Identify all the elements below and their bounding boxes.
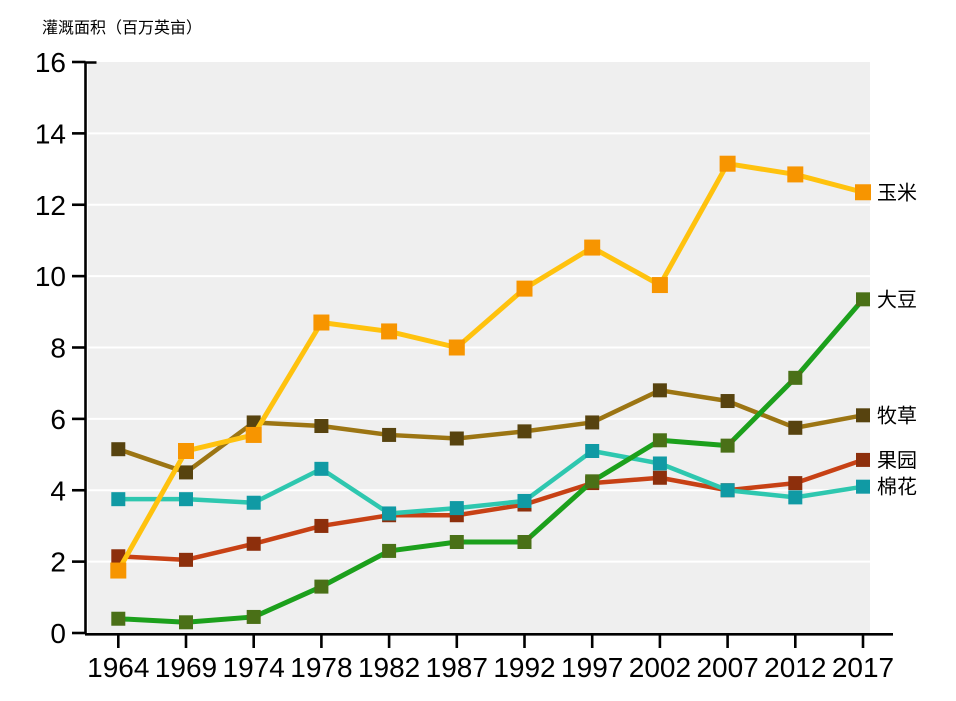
series-marker-orchard — [314, 518, 329, 533]
series-marker-soybean — [788, 370, 803, 385]
y-tick-label: 16 — [35, 47, 66, 78]
series-marker-orchard — [652, 470, 667, 485]
x-tick-label: 1969 — [155, 652, 217, 683]
series-marker-soybean — [111, 611, 126, 626]
series-marker-soybean — [585, 474, 600, 489]
series-marker-corn — [178, 442, 194, 459]
series-marker-soybean — [382, 543, 397, 558]
x-tick-label: 1992 — [493, 652, 555, 683]
series-marker-cotton — [720, 483, 735, 498]
series-label-orchard: 果园 — [877, 450, 917, 472]
series-marker-soybean — [314, 579, 329, 594]
series-marker-hay — [652, 383, 667, 398]
y-tick-label: 8 — [50, 333, 66, 364]
x-tick-label: 1978 — [290, 652, 352, 683]
y-tick-label: 6 — [50, 404, 66, 435]
series-marker-corn — [245, 426, 262, 443]
series-line-soybean — [115, 296, 866, 625]
series-marker-soybean — [720, 438, 735, 453]
series-marker-cotton — [652, 456, 667, 471]
series-marker-corn — [110, 562, 127, 579]
y-axis-title: 灌溉面积（百万英亩） — [42, 19, 202, 37]
series-marker-cotton — [517, 493, 532, 508]
series-line-orchard — [116, 457, 866, 563]
y-tick-label: 14 — [35, 118, 66, 149]
series-marker-corn — [516, 280, 533, 297]
series-marker-orchard — [179, 552, 193, 567]
series-marker-corn — [313, 314, 330, 331]
series-marker-soybean — [449, 534, 464, 549]
series-marker-corn — [787, 166, 804, 183]
series-marker-cotton — [449, 501, 464, 516]
y-tick-label: 10 — [35, 261, 66, 292]
y-tick-label: 0 — [50, 618, 66, 649]
series-marker-corn — [719, 155, 736, 172]
series-marker-hay — [449, 431, 464, 446]
series-marker-soybean — [652, 433, 667, 448]
x-tick-label: 2012 — [764, 652, 826, 683]
series-marker-hay — [111, 442, 126, 457]
series-marker-cotton — [314, 461, 329, 476]
series-marker-soybean — [246, 609, 261, 624]
y-tick-label: 4 — [50, 475, 66, 506]
series-marker-orchard — [788, 476, 803, 491]
series-line-hay — [116, 388, 866, 475]
series-marker-hay — [314, 419, 329, 434]
series-marker-cotton — [856, 479, 870, 494]
x-tick-label: 2002 — [629, 652, 691, 683]
series-marker-cotton — [246, 495, 261, 510]
series-marker-cotton — [788, 490, 803, 505]
series-marker-orchard — [856, 452, 870, 467]
series-marker-hay — [382, 427, 397, 442]
series-marker-cotton — [179, 492, 193, 507]
series-marker-hay — [720, 394, 735, 409]
series-marker-corn — [651, 277, 668, 294]
x-tick-label: 1987 — [426, 652, 488, 683]
series-label-corn: 玉米 — [877, 181, 917, 204]
series-marker-soybean — [179, 615, 193, 630]
series-marker-corn — [448, 339, 465, 356]
y-tick-label: 2 — [50, 547, 66, 578]
series-marker-orchard — [246, 536, 261, 551]
x-tick-label: 1997 — [561, 652, 623, 683]
series-marker-soybean — [856, 292, 870, 307]
series-marker-hay — [856, 408, 870, 423]
y-tick-label: 12 — [35, 190, 66, 221]
x-tick-label: 1982 — [358, 652, 420, 683]
series-label-soybean: 大豆 — [877, 288, 917, 311]
x-tick-label: 1964 — [87, 652, 149, 683]
series-label-cotton: 棉花 — [877, 476, 917, 499]
x-tick-label: 2017 — [832, 652, 894, 683]
series-marker-corn — [584, 239, 601, 256]
series-label-hay: 牧草 — [877, 404, 917, 427]
series-marker-hay — [585, 415, 600, 430]
series-marker-cotton — [382, 506, 397, 521]
series-line-corn — [115, 161, 866, 574]
series-marker-hay — [179, 465, 193, 480]
series-marker-hay — [517, 424, 532, 439]
x-tick-label: 1974 — [223, 652, 285, 683]
series-marker-soybean — [517, 534, 532, 549]
series-marker-cotton — [585, 443, 600, 458]
series-marker-corn — [855, 184, 871, 201]
x-tick-label: 2007 — [696, 652, 758, 683]
series-line-cotton — [116, 448, 866, 516]
series-marker-corn — [381, 323, 398, 340]
series-marker-cotton — [111, 492, 126, 507]
series-marker-hay — [788, 420, 803, 435]
